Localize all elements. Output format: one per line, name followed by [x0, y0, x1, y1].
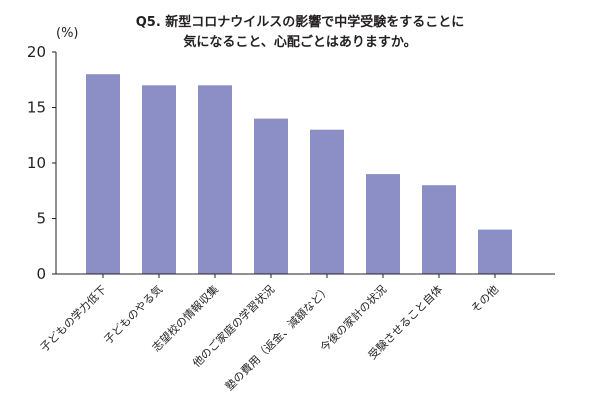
bar-4 — [310, 129, 344, 274]
bar-6 — [422, 185, 456, 274]
y-tick-label-4: 20 — [27, 43, 46, 61]
chart-title-line-1: Q5. 新型コロナウイルスの影響で中学受験をすることに — [135, 15, 465, 30]
x-category-label-7: その他 — [469, 283, 502, 316]
x-category-label-0: 子どもの学力低下 — [37, 282, 109, 354]
bars-group — [86, 74, 512, 274]
bar-0 — [86, 74, 120, 274]
x-category-label-4: 塾の費用（返金、減額など） — [222, 282, 333, 393]
y-tick-label-2: 10 — [27, 154, 46, 172]
axes-group — [52, 51, 555, 278]
x-tick-labels: 子どもの学力低下子どものやる気志望校の情報収集他のご家庭の学習状況塾の費用（返金… — [37, 282, 501, 393]
bar-2 — [198, 85, 232, 274]
y-tick-label-0: 0 — [36, 265, 46, 283]
bar-1 — [142, 85, 176, 274]
chart-title-line-2: 気になること、心配ごとはありますか。 — [183, 35, 417, 50]
x-category-label-1: 子どものやる気 — [101, 282, 165, 346]
chart-title: Q5. 新型コロナウイルスの影響で中学受験をすることに 気になること、心配ごとは… — [130, 13, 470, 53]
y-axis-unit: (%) — [56, 26, 79, 41]
y-tick-label-1: 5 — [36, 210, 46, 228]
bar-7 — [478, 229, 512, 274]
bar-5 — [366, 174, 400, 274]
bar-3 — [254, 118, 288, 274]
y-tick-label-3: 15 — [27, 99, 46, 117]
y-tick-labels: 0 5 10 15 20 — [27, 43, 46, 283]
